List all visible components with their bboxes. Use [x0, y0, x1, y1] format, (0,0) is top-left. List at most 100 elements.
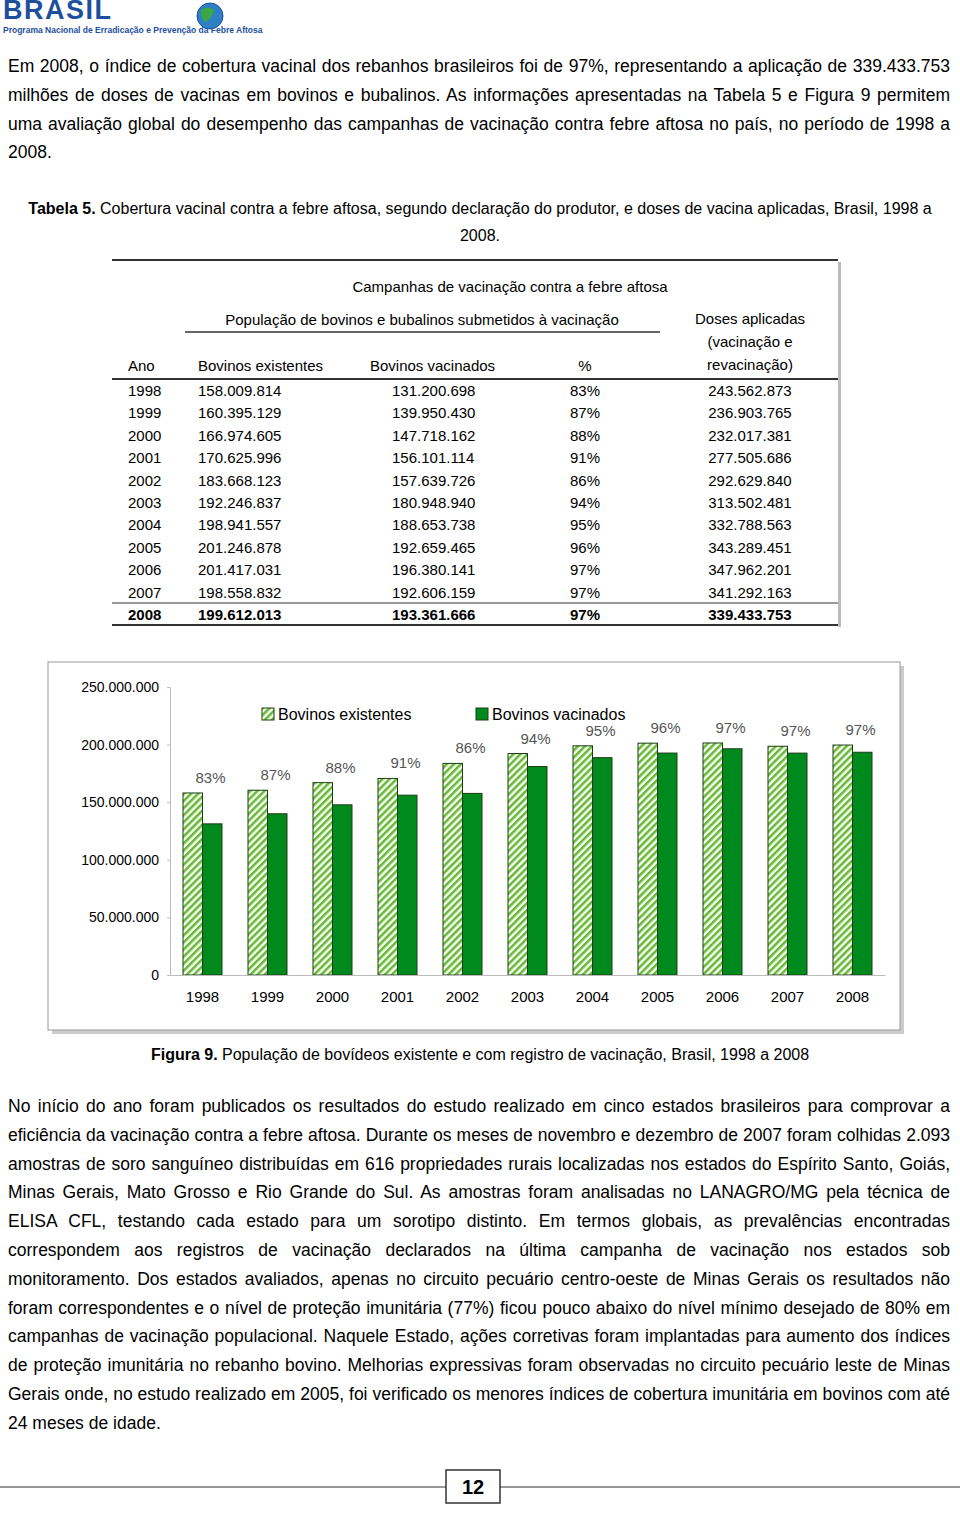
table-cell: 313.502.481: [708, 494, 791, 511]
table-cell: 91%: [570, 449, 600, 466]
bar: [723, 749, 743, 975]
table-rule: [185, 331, 660, 333]
table-group-header: Campanhas de vacinação contra a febre af…: [352, 278, 668, 295]
bars: [183, 743, 872, 975]
bar: [203, 824, 223, 975]
header-title: BRASIL: [3, 0, 113, 25]
y-axis: 050.000.000100.000.000150.000.000200.000…: [81, 679, 170, 983]
coverage-label: 88%: [325, 759, 355, 776]
x-axis: 1998199920002001200220032004200520062007…: [171, 975, 886, 1005]
table-column-header: Bovinos existentes: [198, 357, 323, 374]
table-cell: 183.668.123: [198, 472, 281, 489]
figure-caption: Figura 9. População de bovídeos existent…: [10, 1041, 950, 1068]
y-tick-mark: [167, 917, 170, 918]
table-cell: 2004: [128, 516, 161, 533]
coverage-label: 95%: [585, 722, 615, 739]
coverage-label: 83%: [195, 769, 225, 786]
table-label: Tabela 5.: [28, 200, 95, 217]
page-number: 12: [0, 1470, 960, 1503]
coverage-label: 97%: [780, 722, 810, 739]
table-cell: 95%: [570, 516, 600, 533]
bar: [183, 793, 203, 975]
legend-swatch: [262, 708, 274, 720]
table-subgroup-header: População de bovinos e bubalinos submeti…: [225, 311, 619, 328]
table-cell: 201.246.878: [198, 539, 281, 556]
table-cell: 332.788.563: [708, 516, 791, 533]
y-tick: 150.000.000: [81, 794, 170, 810]
figure-caption-text: População de bovídeos existente e com re…: [222, 1046, 809, 1063]
bar: [333, 805, 353, 975]
y-tick-mark: [167, 860, 170, 861]
x-tick-label: 2007: [771, 988, 804, 1005]
table-cell: 2000: [128, 427, 161, 444]
x-tick-label: 2002: [446, 988, 479, 1005]
page-svg: BRASILPrograma Nacional de Erradicação e…: [0, 0, 960, 1513]
chart-frame: [48, 662, 900, 1030]
page-number-text: 12: [462, 1476, 484, 1498]
table-cell: 196.380.141: [392, 561, 475, 578]
table-cell: 2006: [128, 561, 161, 578]
y-axis-line: [170, 688, 171, 976]
table-cell: 131.200.698: [392, 382, 475, 399]
y-tick-label: 150.000.000: [81, 794, 159, 810]
table-cell: 166.974.605: [198, 427, 281, 444]
table-caption: Tabela 5. Cobertura vacinal contra a feb…: [10, 195, 950, 249]
table-cell: 158.009.814: [198, 382, 281, 399]
table-rule: [112, 259, 838, 261]
x-tick: 2004: [576, 975, 609, 1005]
y-tick-label: 0: [151, 967, 159, 983]
bar: [508, 754, 528, 975]
figure-label: Figura 9.: [151, 1046, 218, 1063]
x-tick-label: 2004: [576, 988, 609, 1005]
bar: [788, 753, 808, 975]
table-rule: [112, 378, 838, 380]
table-shadow: [838, 262, 841, 627]
y-tick: 100.000.000: [81, 852, 170, 868]
coverage-label: 94%: [520, 730, 550, 747]
bar: [638, 743, 658, 975]
table-cell: 97%: [570, 606, 600, 623]
x-tick-label: 2003: [511, 988, 544, 1005]
x-tick-label: 2000: [316, 988, 349, 1005]
header-globe-land: [201, 8, 214, 23]
table-cell: 2002: [128, 472, 161, 489]
table-cell: 198.558.832: [198, 584, 281, 601]
table-cell: 201.417.031: [198, 561, 281, 578]
y-tick-label: 200.000.000: [81, 737, 159, 753]
header-globe: [197, 3, 223, 29]
x-tick: 2005: [641, 975, 674, 1005]
legend-label: Bovinos vacinados: [492, 706, 625, 723]
header: BRASILPrograma Nacional de Erradicação e…: [3, 0, 263, 35]
x-tick: 2002: [446, 975, 479, 1005]
bar: [313, 783, 333, 975]
table-column-header: Ano: [128, 357, 155, 374]
table-doses-header: revacinação): [707, 356, 793, 373]
table-column-header: Bovinos vacinados: [370, 357, 495, 374]
coverage-label: 86%: [455, 739, 485, 756]
table-cell: 97%: [570, 584, 600, 601]
legend: Bovinos existentesBovinos vacinados: [262, 706, 625, 723]
table-column-header: %: [578, 357, 591, 374]
table-cell: 97%: [570, 561, 600, 578]
bar: [398, 795, 418, 975]
table-cell: 2008: [128, 606, 161, 623]
x-tick: 2003: [511, 975, 544, 1005]
y-tick-label: 250.000.000: [81, 679, 159, 695]
table-cell: 147.718.162: [392, 427, 475, 444]
x-tick-label: 2005: [641, 988, 674, 1005]
x-tick-label: 1998: [186, 988, 219, 1005]
bar: [853, 752, 873, 975]
y-tick-mark: [167, 745, 170, 746]
bar: [248, 790, 268, 975]
table-cell: 341.292.163: [708, 584, 791, 601]
table-cell: 96%: [570, 539, 600, 556]
table-cell: 199.612.013: [198, 606, 281, 623]
header-subtitle: Programa Nacional de Erradicação e Preve…: [3, 25, 263, 35]
y-tick: 250.000.000: [81, 679, 170, 695]
bar: [768, 746, 788, 975]
x-axis-line: [171, 975, 886, 976]
table-cell: 343.289.451: [708, 539, 791, 556]
coverage-label: 87%: [260, 766, 290, 783]
table-doses-header: Doses aplicadas: [695, 310, 805, 327]
table-cell: 292.629.840: [708, 472, 791, 489]
